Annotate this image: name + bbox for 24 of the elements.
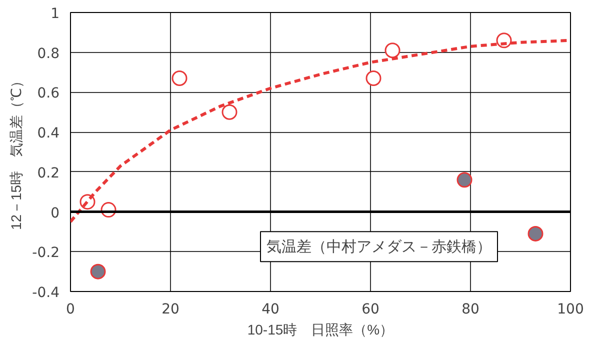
x-tick-label: 60 [362,302,380,318]
x-tick-label: 20 [162,302,180,318]
point [222,104,238,120]
y-tick-label: 0.4 [37,126,60,142]
y-tick-label: 0.8 [37,46,60,62]
y-tick-label: 0.6 [37,86,60,102]
y-tick-label: 1 [50,6,60,22]
point [384,42,400,58]
x-axis-title: 10-15時 日照率（%） [247,322,394,338]
x-tick-label: 80 [462,302,480,318]
y-tick-label: 0 [50,205,60,222]
point [172,70,188,86]
point [528,226,544,242]
point [456,172,472,188]
y-tick-label: -0.4 [32,285,60,301]
y-tick-label: 0.2 [37,165,60,182]
x-tick-label: 100 [557,302,584,318]
x-tick-label: 0 [66,302,75,318]
y-tick-label: -0.2 [32,245,60,262]
y-axis-title: 12－15時 気温差（℃） [8,74,24,230]
point [366,70,382,86]
point [90,264,106,280]
x-tick-label: 40 [262,302,280,318]
annotation: 気温差（中村アメダス－赤鉄橋） [266,238,492,256]
